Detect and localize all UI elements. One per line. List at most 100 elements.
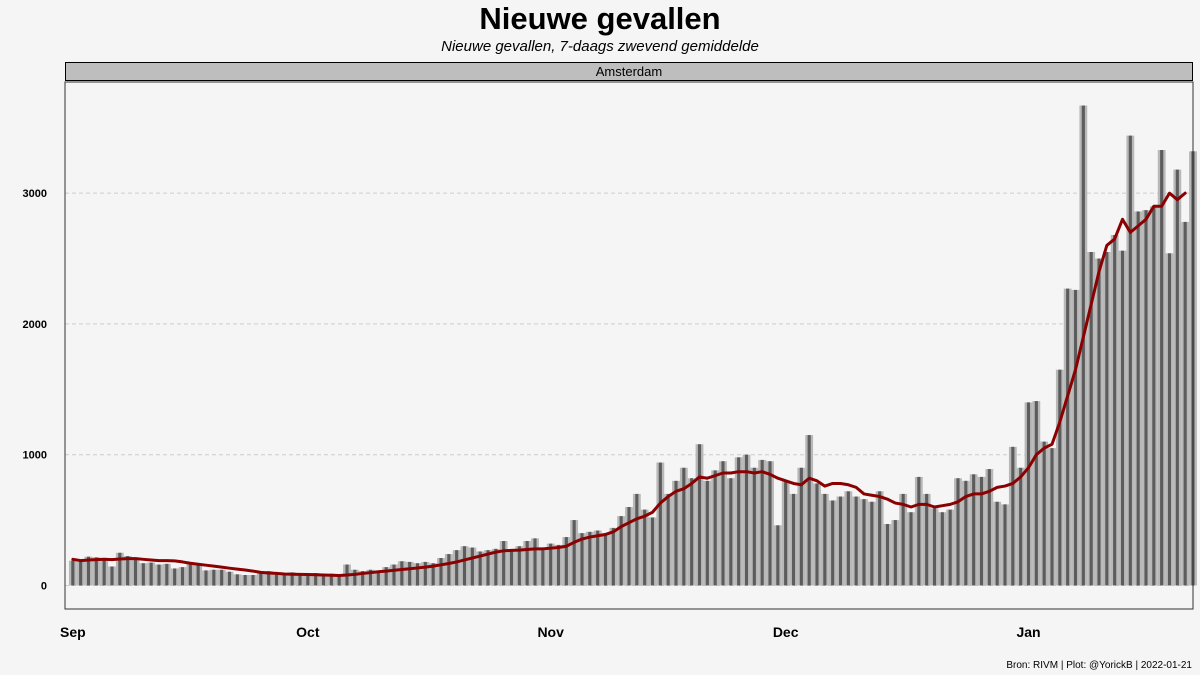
bar-inner (243, 575, 247, 586)
bar-inner (353, 569, 357, 586)
bar-inner (165, 563, 169, 586)
bar-inner (1081, 105, 1085, 586)
bar (209, 569, 218, 586)
bar-inner (196, 564, 200, 586)
bar-inner (306, 575, 310, 586)
bar-inner (909, 512, 913, 586)
bar (609, 527, 618, 586)
bar-inner (917, 476, 921, 586)
bar (186, 562, 195, 586)
bar-inner (415, 563, 420, 586)
bar-inner (1003, 504, 1007, 586)
bar-inner (94, 557, 98, 586)
bar (1001, 504, 1009, 586)
bar (687, 478, 696, 586)
bar-inner (188, 562, 192, 586)
bar (1181, 221, 1190, 586)
bar (836, 496, 845, 586)
bar-inner (964, 480, 968, 586)
bar (1032, 401, 1041, 586)
bar-inner (556, 544, 561, 586)
bar (546, 543, 555, 586)
bar-inner (846, 491, 850, 586)
bar-inner (768, 461, 772, 586)
bar-inner (1167, 253, 1172, 586)
bar-inner (1152, 206, 1156, 586)
bar-inner (180, 567, 185, 586)
bar-inner (1066, 288, 1070, 586)
bar-inner (376, 571, 380, 586)
bar (773, 525, 782, 586)
bar-inner (447, 554, 451, 586)
bar (914, 476, 923, 586)
bar (147, 562, 156, 586)
bar-inner (267, 571, 271, 586)
bar-inner (760, 459, 764, 586)
bar-inner (400, 561, 404, 586)
bar-inner (525, 541, 529, 586)
bar-inner (979, 476, 984, 586)
bar (1087, 252, 1096, 586)
bar-inner (596, 530, 600, 586)
bar (907, 512, 915, 586)
bar-inner (1105, 252, 1109, 586)
bar (92, 557, 101, 586)
bar-inner (878, 491, 882, 586)
bar-inner (838, 496, 843, 586)
bar (162, 563, 171, 586)
bar (288, 572, 297, 586)
bar (813, 483, 821, 586)
bar (946, 509, 955, 586)
bar (139, 563, 148, 586)
bar-inner (1089, 252, 1093, 586)
bar (390, 564, 398, 586)
bar (413, 563, 422, 586)
bar-inner (854, 496, 858, 586)
bar-inner (533, 538, 537, 586)
bar (695, 444, 704, 586)
bar-inner (1183, 221, 1187, 586)
bar (194, 564, 203, 586)
bar (272, 573, 281, 586)
bar (750, 467, 759, 586)
bar-inner (1042, 441, 1046, 586)
bar-inner (110, 566, 114, 586)
bar (350, 569, 359, 586)
bar (491, 548, 500, 586)
bar (585, 531, 594, 586)
y-tick-label: 1000 (23, 450, 47, 462)
bar (366, 569, 375, 586)
bar (1102, 252, 1111, 586)
bar-inner (619, 516, 623, 586)
bar (131, 557, 140, 586)
bar-inner (643, 509, 647, 586)
bar-inner (932, 508, 937, 586)
bar (280, 575, 289, 586)
bar-inner (564, 537, 568, 586)
bar-inner (1128, 135, 1132, 586)
bar-inner (392, 564, 396, 586)
bar (797, 467, 806, 586)
bar-inner (611, 527, 615, 586)
bar (123, 556, 132, 586)
bar (805, 435, 814, 586)
bar (452, 550, 461, 586)
bar-inner (580, 533, 584, 586)
bar-inner (658, 462, 662, 586)
bar-inner (423, 561, 427, 586)
bar-inner (259, 573, 263, 586)
bar-inner (784, 480, 788, 586)
bar-inner (572, 520, 576, 586)
bar (241, 575, 250, 586)
bar (460, 546, 469, 586)
bar (679, 467, 688, 586)
bar-inner (314, 573, 318, 586)
bar (891, 520, 900, 586)
bar-inner (1160, 150, 1164, 586)
bar (844, 491, 853, 586)
bar (969, 474, 978, 586)
bar (640, 509, 649, 586)
bar-inner (439, 558, 443, 586)
bar (256, 573, 265, 586)
